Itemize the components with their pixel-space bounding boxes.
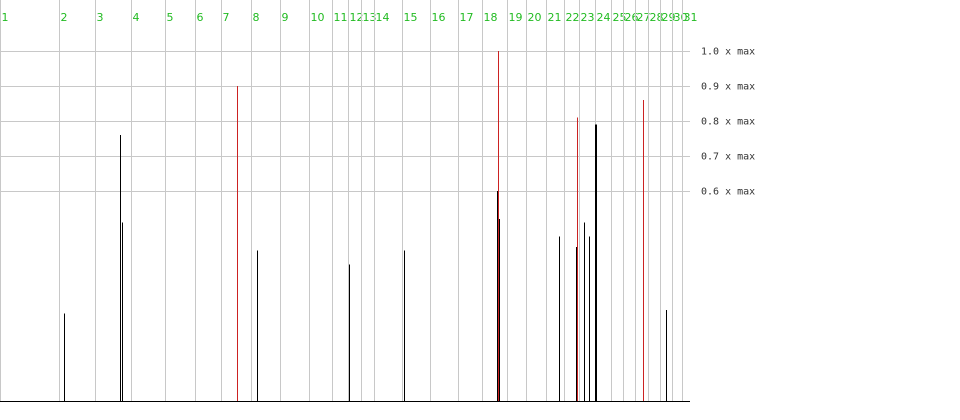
x-tick-label: 17 (460, 11, 474, 24)
y-tick-label: 0.9 x max (701, 82, 755, 93)
x-tick-label: 8 (253, 11, 260, 24)
x-tick-label: 7 (223, 11, 230, 24)
x-tick-label: 22 (566, 11, 580, 24)
x-tick-label: 6 (197, 11, 204, 24)
y-tick-label: 1.0 x max (701, 47, 755, 58)
y-tick-label: 0.6 x max (701, 187, 755, 198)
x-tick-label: 12 (350, 11, 364, 24)
x-tick-label: 20 (528, 11, 542, 24)
x-tick-label: 2 (61, 11, 68, 24)
x-tick-label: 13 (363, 11, 377, 24)
x-tick-label: 1 (2, 11, 9, 24)
x-tick-label: 10 (311, 11, 325, 24)
y-tick-label: 0.7 x max (701, 152, 755, 163)
x-tick-label: 16 (432, 11, 446, 24)
x-tick-label: 15 (404, 11, 418, 24)
x-tick-label: 21 (548, 11, 562, 24)
y-tick-label: 0.8 x max (701, 117, 755, 128)
x-tick-label: 30 (674, 11, 688, 24)
x-tick-label: 31 (684, 11, 698, 24)
x-tick-label: 14 (376, 11, 390, 24)
x-tick-label: 24 (597, 11, 611, 24)
x-tick-label: 23 (581, 11, 595, 24)
x-tick-label: 18 (484, 11, 498, 24)
x-tick-label: 3 (97, 11, 104, 24)
x-tick-label: 27 (637, 11, 651, 24)
x-tick-label: 19 (509, 11, 523, 24)
x-tick-label: 9 (282, 11, 289, 24)
x-tick-label: 11 (334, 11, 348, 24)
x-tick-label: 5 (167, 11, 174, 24)
x-tick-label: 4 (133, 11, 140, 24)
